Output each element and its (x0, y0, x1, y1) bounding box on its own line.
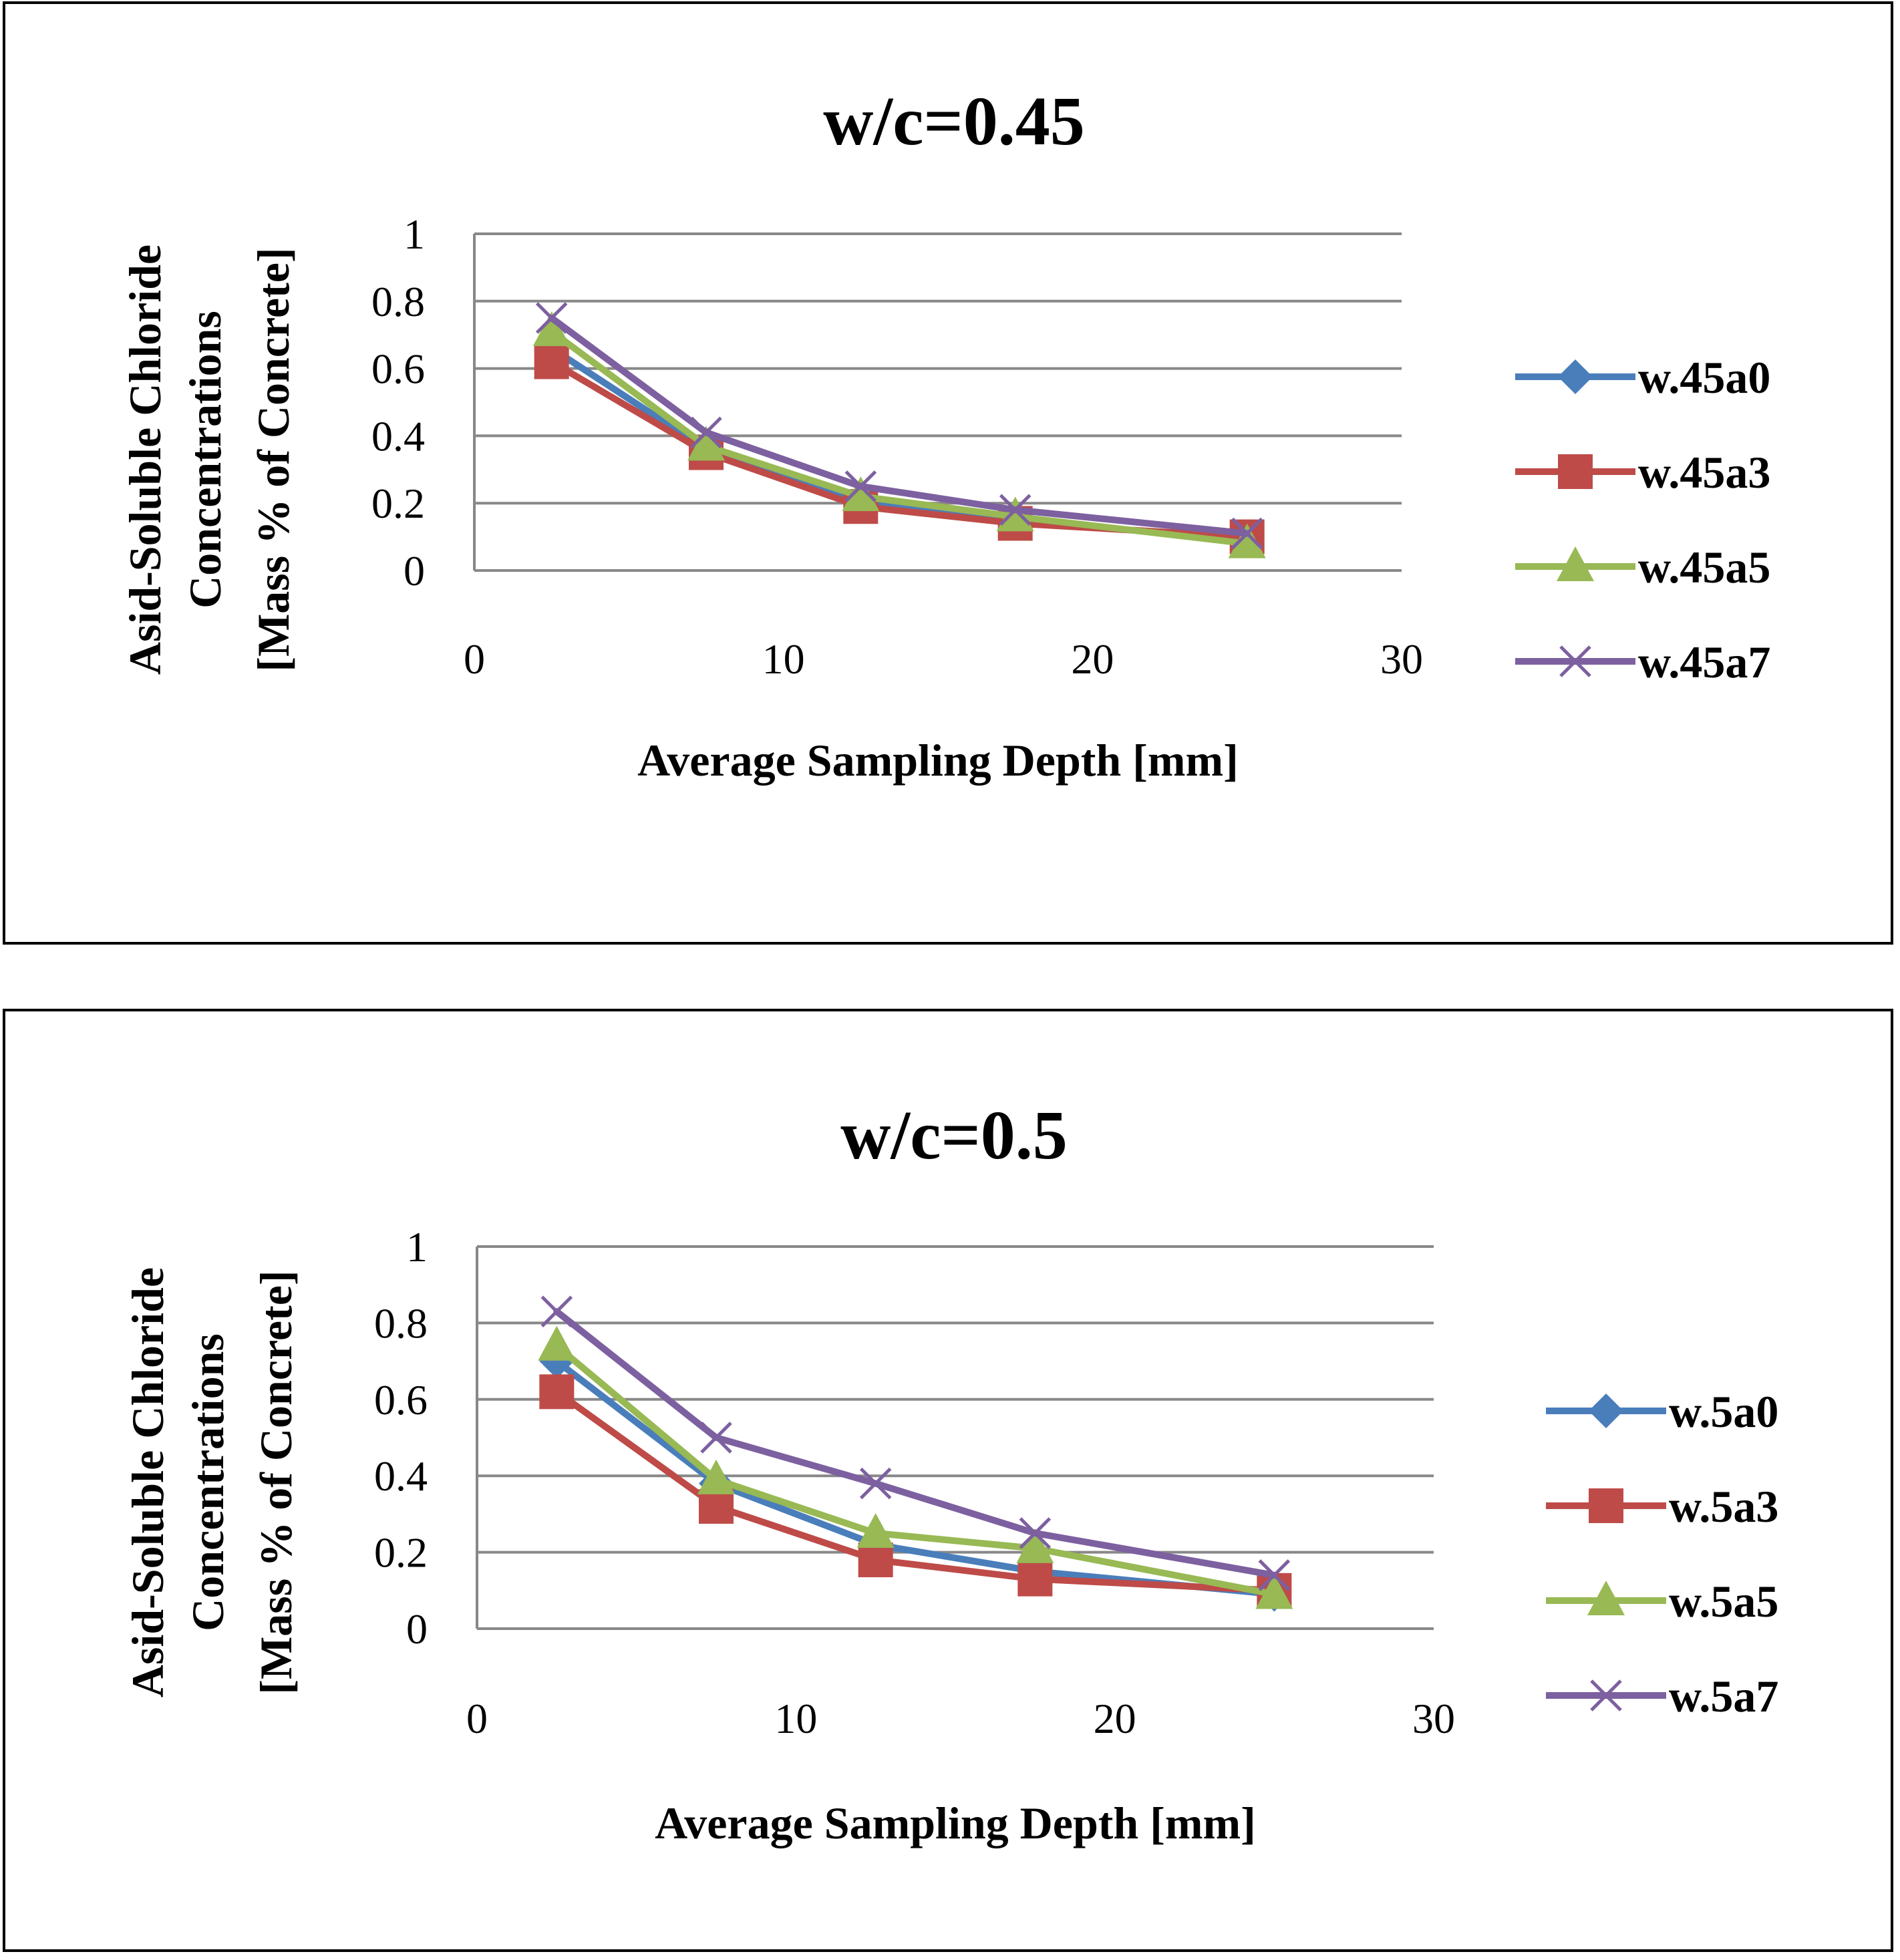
legend-swatch-marker (1590, 1679, 1622, 1711)
series-w.45a7 (535, 302, 1263, 550)
y-axis-label: [Mass % of Concrete] (251, 1270, 301, 1694)
x-tick-label: 30 (1412, 1695, 1455, 1742)
data-point (690, 416, 722, 449)
y-axis-label: [Mass % of Concrete] (248, 247, 299, 671)
data-point (534, 344, 569, 379)
data-point (538, 1325, 576, 1361)
y-tick-label: 0.8 (371, 278, 425, 325)
data-point (700, 1422, 732, 1454)
series-w.45a5 (532, 311, 1266, 558)
legend-label: w.45a0 (1638, 352, 1770, 403)
data-point (1016, 1528, 1054, 1563)
legend-label: w.45a7 (1638, 637, 1770, 687)
legend-swatch-marker (1589, 1488, 1623, 1523)
legend-label: w.5a3 (1669, 1481, 1778, 1532)
legend-swatch-marker (1589, 1394, 1623, 1428)
y-tick-label: 0.2 (374, 1529, 428, 1577)
data-point (999, 494, 1032, 526)
legend-label: w.5a7 (1669, 1671, 1778, 1722)
x-axis-label: Average Sampling Depth [mm] (655, 1798, 1256, 1848)
chart-panel-wc045: w/c=0.45 0 0.2 0.4 0.6 0.8 1 0 10 20 30 Average Sam… (3, 1, 1893, 945)
legend-label: w.5a5 (1669, 1576, 1778, 1627)
data-point (842, 476, 880, 512)
y-axis-label: Concentrations (180, 311, 230, 609)
data-point (1228, 523, 1266, 558)
x-tick-label: 20 (1071, 635, 1114, 683)
x-tick-label: 20 (1094, 1695, 1136, 1742)
data-point (1258, 1559, 1291, 1591)
data-point (535, 302, 568, 334)
y-tick-label: 0 (406, 1605, 428, 1653)
legend-swatch-marker (1559, 645, 1591, 677)
y-tick-label: 0.8 (374, 1299, 428, 1347)
legend-swatch-marker (1557, 546, 1594, 581)
legend-label: w.45a5 (1638, 542, 1770, 593)
data-point (858, 1542, 893, 1578)
chart-title: w/c=0.5 (840, 1097, 1067, 1174)
data-point (539, 1374, 575, 1410)
chart-panel-wc05: w/c=0.5 0 0.2 0.4 0.6 0.8 1 0 10 20 30 Average Samp… (3, 1009, 1893, 1952)
data-point (697, 1459, 735, 1494)
x-tick-label: 0 (464, 635, 485, 683)
data-point (1017, 1561, 1053, 1597)
data-point (856, 1513, 895, 1548)
y-tick-label: 0.6 (374, 1376, 428, 1424)
legend: w.45a0 w.45a3 w.45a5 w.45a7 (1515, 352, 1770, 687)
data-point (1019, 1517, 1052, 1549)
data-point (1255, 1574, 1293, 1609)
series-line (553, 1388, 1278, 1594)
data-point (996, 496, 1034, 532)
x-tick-label: 0 (466, 1695, 488, 1742)
legend-swatch-marker (1558, 359, 1593, 394)
legend: w.5a0 w.5a3 w.5a5 w.5a7 (1546, 1386, 1778, 1722)
legend-label: w.5a0 (1669, 1386, 1778, 1437)
y-tick-label: 0.6 (371, 345, 425, 393)
y-tick-label: 0 (404, 547, 425, 595)
legend-label: w.45a3 (1638, 447, 1770, 498)
series-line (548, 358, 1251, 540)
x-axis-label: Average Sampling Depth [mm] (637, 735, 1239, 786)
x-tick-label: 10 (762, 635, 805, 683)
y-tick-label: 0.4 (371, 412, 425, 460)
y-tick-label: 0.2 (371, 480, 425, 527)
data-point (844, 470, 877, 502)
y-axis-label: Asid-Soluble Chloride (120, 244, 170, 675)
data-point (859, 1467, 892, 1500)
data-point (532, 311, 571, 347)
series-w.5a7 (540, 1295, 1291, 1591)
x-tick-label: 30 (1380, 635, 1423, 683)
data-point (687, 426, 725, 461)
y-axis-label: Concentrations (182, 1333, 233, 1631)
y-tick-label: 1 (406, 1223, 428, 1271)
legend-swatch-marker (1558, 454, 1593, 489)
legend-swatch-marker (1587, 1581, 1625, 1615)
data-point (540, 1295, 573, 1328)
data-point (699, 1488, 734, 1524)
chart-title: w/c=0.45 (823, 83, 1084, 160)
y-tick-label: 0.4 (374, 1452, 428, 1500)
series-w.5a5 (538, 1325, 1293, 1609)
y-tick-label: 1 (404, 210, 425, 258)
x-tick-label: 10 (774, 1695, 817, 1742)
y-axis-label: Asid-Soluble Chloride (122, 1267, 173, 1697)
data-point (1231, 517, 1263, 550)
